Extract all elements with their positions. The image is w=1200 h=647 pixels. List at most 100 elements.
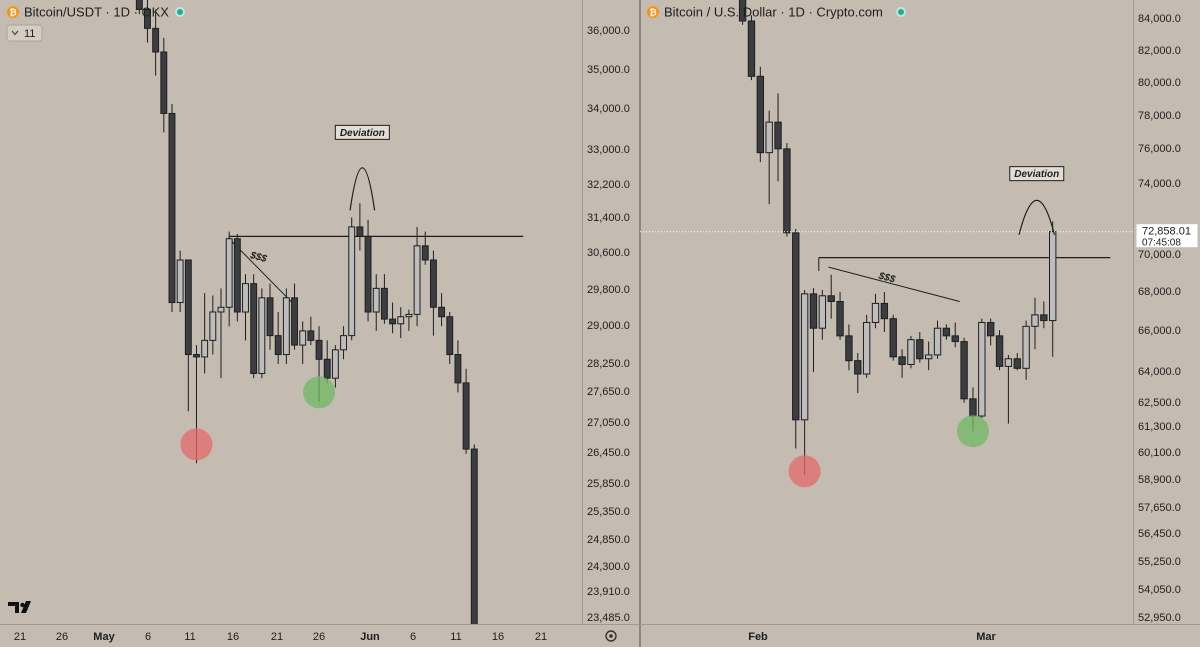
chart-pane-1: Deviation $$$ 36,000.0 35,000.0 34,000.0 33,0… — [0, 0, 641, 647]
candle-body — [331, 349, 339, 379]
gear-icon-center — [609, 634, 613, 638]
x-tick-label: Feb — [748, 631, 768, 643]
candle — [340, 326, 347, 360]
candle-body — [225, 238, 233, 308]
x-tick-label: 11 — [450, 631, 461, 643]
x-tick-label: 21 — [535, 631, 547, 643]
y-tick-label: 60,100.0 — [1138, 447, 1181, 459]
deviation-label: Deviation — [340, 128, 385, 139]
candle-body — [160, 51, 168, 114]
candle-body — [845, 335, 853, 362]
y-tick-label: 27,050.0 — [587, 417, 630, 429]
candle-body — [1031, 314, 1039, 327]
candle-body — [809, 293, 818, 329]
candle — [168, 104, 176, 312]
candle — [135, 0, 143, 15]
candle — [942, 324, 951, 340]
candle — [160, 37, 168, 133]
candle — [438, 293, 446, 327]
bitcoin-icon — [7, 6, 19, 18]
candle — [405, 309, 413, 331]
chart-pane-2: Deviation $$$ 84,000.0 82,000.0 80,000.0 78,0… — [640, 0, 1200, 643]
y-tick-label: 62,500.0 — [1138, 397, 1181, 409]
candle — [462, 368, 470, 454]
candle — [818, 290, 827, 340]
candle-body — [152, 27, 160, 53]
candle — [380, 274, 388, 324]
candle — [756, 66, 765, 163]
candle — [809, 288, 818, 373]
candle — [331, 345, 339, 388]
y-tick-label: 70,000.0 — [1138, 249, 1181, 261]
x-tick-label: Mar — [976, 631, 996, 643]
candle — [898, 349, 906, 378]
candle — [1022, 320, 1030, 380]
candle-body — [323, 358, 331, 379]
candle-body — [907, 339, 915, 365]
deviation-label: Deviation — [1014, 169, 1059, 180]
swing-low-marker — [180, 428, 213, 461]
candle — [774, 93, 782, 182]
candle-body — [201, 339, 209, 358]
y-tick-label: 29,000.0 — [587, 320, 630, 332]
y-tick-label: 33,000.0 — [587, 144, 630, 156]
candle — [225, 231, 233, 327]
candle-body — [969, 398, 977, 417]
candle — [738, 0, 747, 25]
candle-body — [193, 354, 200, 358]
y-tick-label: 28,250.0 — [587, 358, 630, 370]
collapse-toggle[interactable] — [6, 24, 43, 42]
y-tick-label: 30,600.0 — [587, 247, 630, 259]
candle — [258, 288, 266, 379]
candle — [1040, 301, 1048, 329]
candle-body — [209, 311, 217, 341]
deviation-arc — [1018, 200, 1056, 235]
candle-body — [871, 302, 880, 323]
candle-body — [942, 327, 951, 337]
y-tick-label: 25,350.0 — [587, 506, 630, 518]
last-price-value: 72,858.01 — [1142, 226, 1191, 238]
candle-body — [1022, 325, 1030, 369]
y-tick-label: 31,400.0 — [587, 212, 630, 224]
market-status-icon — [177, 9, 183, 15]
candle — [356, 203, 364, 251]
candle — [827, 274, 835, 319]
candle-body — [800, 293, 809, 421]
candle-body — [315, 339, 323, 360]
candle-body — [135, 0, 143, 10]
tradingview-logo — [8, 602, 19, 613]
y-tick-label: 34,000.0 — [587, 103, 630, 115]
candle-body — [372, 287, 380, 313]
y-tick-label: 78,000.0 — [1138, 110, 1181, 122]
gear-icon[interactable] — [605, 630, 617, 642]
candle-body — [348, 226, 356, 337]
swing-low-marker — [788, 455, 821, 488]
candle — [299, 321, 307, 364]
candle-body — [168, 112, 176, 304]
candle-body — [898, 356, 906, 365]
candle-body — [250, 283, 258, 374]
annotation-box — [334, 124, 390, 140]
y-tick-label: 57,650.0 — [1138, 502, 1181, 514]
candle — [924, 341, 933, 371]
y-tick-label: 58,900.0 — [1138, 474, 1181, 486]
candle-body — [924, 354, 933, 360]
y-tick-label: 23,910.0 — [587, 586, 630, 598]
x-tick-label: 6 — [145, 631, 151, 643]
candle — [454, 340, 462, 393]
candle-body — [1049, 231, 1057, 322]
candle — [862, 314, 871, 378]
y-tick-label: 80,000.0 — [1138, 77, 1181, 89]
annotation-box — [1009, 166, 1065, 182]
candle-body — [291, 297, 298, 346]
candle — [747, 15, 756, 81]
y-tick-label: 27,650.0 — [587, 386, 630, 398]
candle — [836, 291, 844, 340]
candle-body — [1013, 358, 1021, 369]
candle — [916, 332, 924, 363]
y-tick-label: 74,000.0 — [1138, 178, 1181, 190]
candle — [364, 219, 372, 322]
x-tick-label: 26 — [56, 631, 68, 643]
candle-body — [405, 313, 413, 318]
